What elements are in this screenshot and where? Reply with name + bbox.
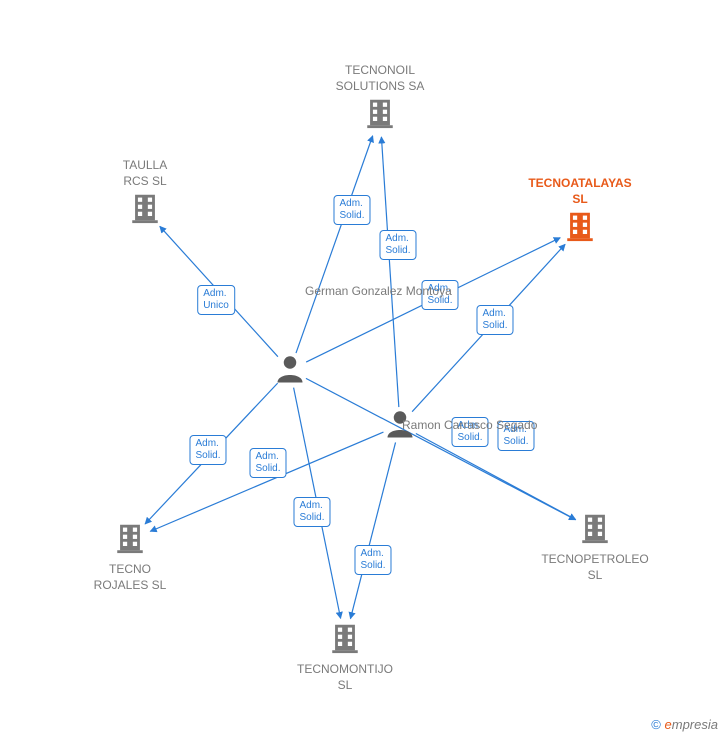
edge-label: Adm. Unico bbox=[197, 285, 235, 315]
person-label: Ramon Carrasco Segado bbox=[402, 418, 537, 434]
company-node-tecnomontijo[interactable] bbox=[328, 621, 362, 660]
company-label: TECNO ROJALES SL bbox=[94, 562, 167, 593]
edge-label: Adm. Solid. bbox=[354, 545, 391, 575]
company-node-taulla[interactable] bbox=[128, 191, 162, 230]
company-label: TECNOMONTIJO SL bbox=[297, 662, 393, 693]
edge-label: Adm. Solid. bbox=[249, 448, 286, 478]
edge-line bbox=[296, 136, 373, 353]
edge-label: Adm. Solid. bbox=[333, 195, 370, 225]
person-label: German Gonzalez Montoya bbox=[305, 284, 452, 300]
edge-line bbox=[381, 137, 398, 407]
edge-label: Adm. Solid. bbox=[476, 305, 513, 335]
brand-rest: mpresia bbox=[672, 717, 718, 732]
edge-line bbox=[350, 442, 395, 618]
copyright-symbol: © bbox=[651, 717, 661, 732]
copyright: © empresia bbox=[651, 717, 718, 732]
company-node-tecnopetroleo[interactable] bbox=[578, 511, 612, 550]
brand-letter: e bbox=[665, 717, 672, 732]
person-node-german[interactable] bbox=[275, 353, 305, 388]
edge-line bbox=[306, 378, 576, 519]
company-node-tecnoatalayas[interactable] bbox=[563, 209, 597, 248]
edge-label: Adm. Solid. bbox=[379, 230, 416, 260]
company-label: TECNOPETROLEO SL bbox=[541, 552, 648, 583]
company-node-tecnonoil[interactable] bbox=[363, 96, 397, 135]
edge-label: Adm. Solid. bbox=[293, 497, 330, 527]
company-node-tecnorojales[interactable] bbox=[113, 521, 147, 560]
company-label: TECNONOIL SOLUTIONS SA bbox=[336, 63, 425, 94]
company-label: TECNOATALAYAS SL bbox=[528, 176, 631, 207]
company-label: TAULLA RCS SL bbox=[123, 158, 167, 189]
edge-label: Adm. Solid. bbox=[189, 435, 226, 465]
